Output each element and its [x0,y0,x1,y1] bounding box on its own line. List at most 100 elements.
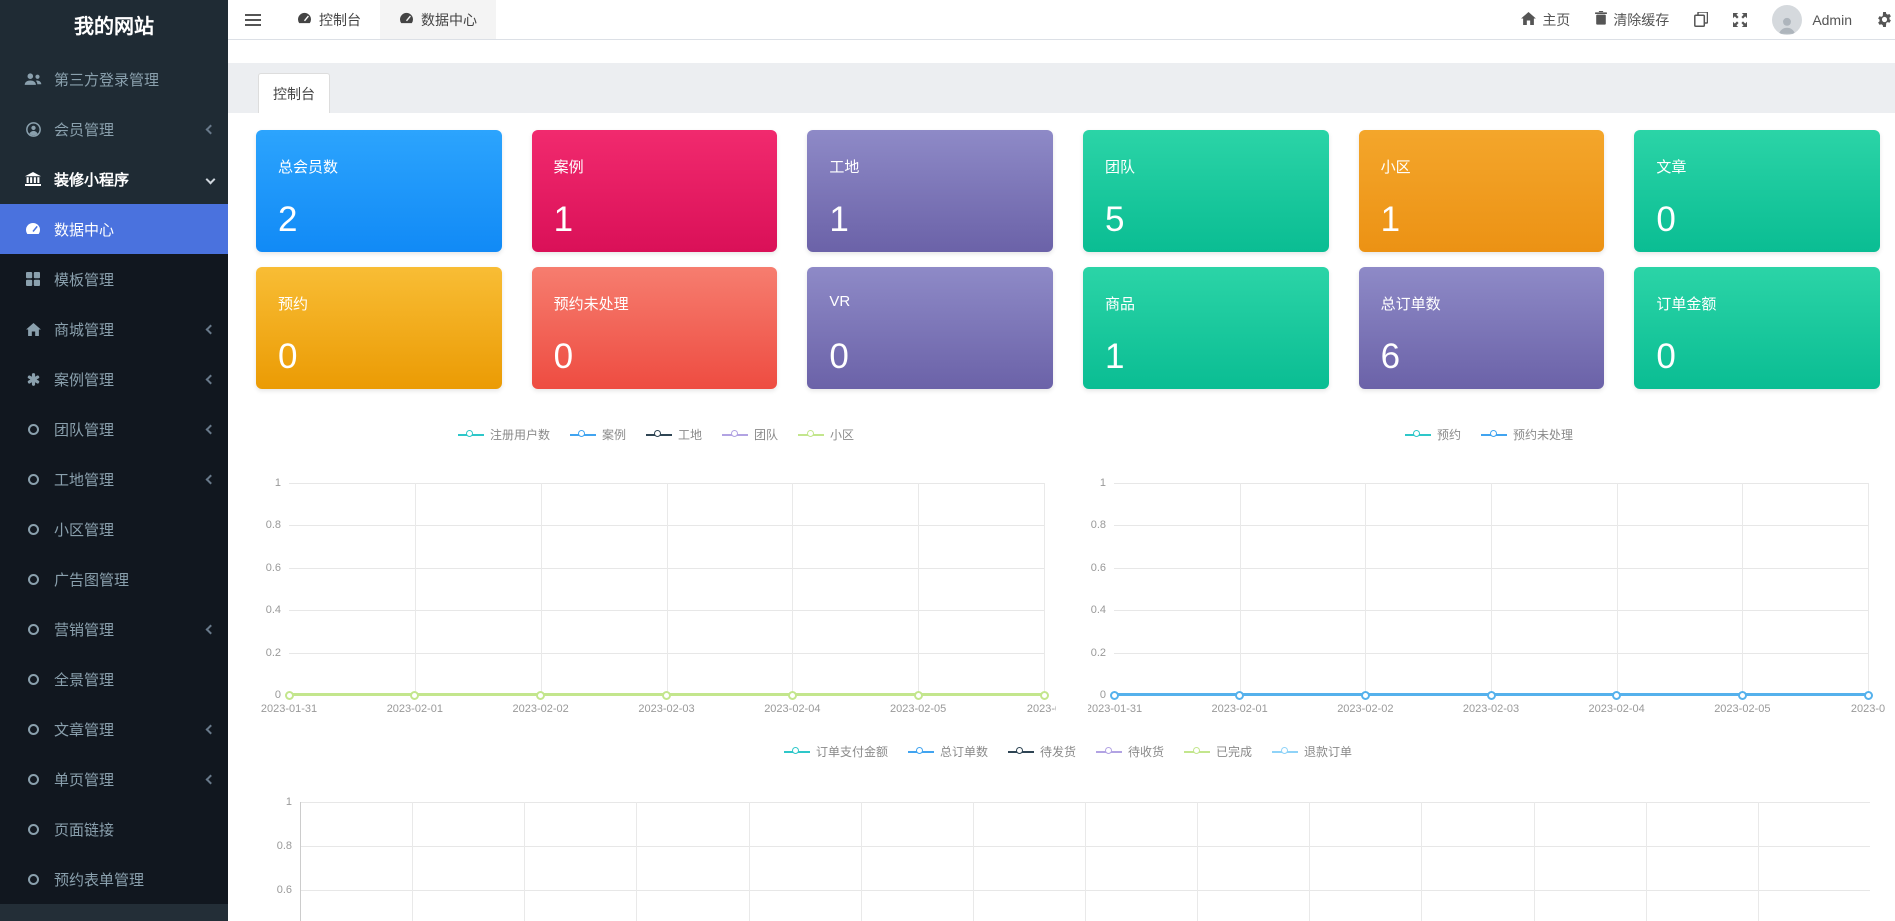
sidebar-item-third-party-login[interactable]: 第三方登录管理 [0,54,228,104]
data-point-marker [1737,691,1747,700]
gridline [414,483,416,695]
axis-tick-label: 2023-01-31 [260,703,318,715]
sidebar-item-booking-form-management[interactable]: 预约表单管理 [0,854,228,904]
content-tab-console[interactable]: 控制台 [258,73,330,113]
clear-cache-link[interactable]: 清除缓存 [1595,10,1669,30]
sidebar-item-team-management[interactable]: 团队管理 [0,404,228,454]
sidebar-item-page-links[interactable]: 页面链接 [0,804,228,854]
chevron-down-icon [205,174,216,184]
stat-card-5: 文章 0 [1634,130,1880,252]
legend-item[interactable]: 订单支付金额 [783,743,888,760]
home-link[interactable]: 主页 [1521,10,1570,30]
legend-item[interactable]: 预约未处理 [1481,426,1573,443]
gridline [1645,802,1647,921]
legend-item[interactable]: 团队 [722,426,778,443]
legend-item[interactable]: 总订单数 [907,743,988,760]
legend-marker-icon [722,430,748,439]
axis-tick-label: 2023-02-02 [1337,703,1394,715]
chevron-left-icon [205,474,216,484]
sidebar-toggle-button[interactable] [228,0,278,39]
legend-marker-icon [1007,747,1034,756]
sidebar-item-label: 第三方登录管理 [54,71,160,89]
chart-legend: 注册用户数 案例 工地 团队 小区 [256,426,1056,443]
axis-tick-label: 0 [1099,689,1106,701]
gridline [1533,802,1535,921]
sidebar-item-decoration-miniapp[interactable]: 装修小程序 [0,154,228,204]
sidebar-item-case-management[interactable]: 案例管理 [0,354,228,404]
gridline [1757,802,1759,921]
legend-label: 预约 [1436,428,1461,442]
sidebar-item-community-management[interactable]: 小区管理 [0,504,228,554]
sidebar-item-member-management[interactable]: 会员管理 [0,104,228,154]
axis-tick-label: 1 [285,796,292,808]
gridline [1044,483,1045,695]
topbar-tab-data-center[interactable]: 数据中心 [380,0,496,39]
chart-plot [300,802,1870,921]
stats-cards: 总会员数 2 案例 1 工地 1 团队 5 小区 1 文章 0 预约 0 预约未处理 0 VR 0 商品 1 总订单数 6… [256,130,1880,389]
sidebar-item-single-page-management[interactable]: 单页管理 [0,754,228,804]
legend-item[interactable]: 小区 [798,426,854,443]
sidebar-item-article-management[interactable]: 文章管理 [0,704,228,754]
axis-tick-label: 0.2 [265,646,281,659]
stat-card-10: 总订单数 6 [1358,267,1605,389]
stat-card-value: 1 [1105,337,1125,376]
topbar: 控制台 数据中心 主页 清除缓存 Adm [228,0,1895,40]
axis-tick-label: 2023-01-31 [1088,703,1143,715]
gear-icon[interactable] [1877,12,1892,27]
legend-item[interactable]: 退款订单 [1272,743,1352,760]
legend-label: 注册用户数 [489,428,550,442]
stat-card-label: 团队 [1105,159,1136,176]
fullscreen-icon[interactable] [1733,12,1748,27]
gridline [412,802,414,921]
stat-card-value: 0 [1656,337,1676,376]
axis-tick-label: 2023-02-04 [1588,703,1645,715]
legend-item[interactable]: 工地 [645,426,702,443]
legend-label: 团队 [754,428,779,442]
stat-card-label: 预约未处理 [553,296,629,313]
legend-label: 工地 [677,428,702,442]
legend-item[interactable]: 已完成 [1184,743,1252,760]
stat-card-7: 预约未处理 0 [531,267,778,389]
chevron-left-icon [205,624,216,634]
stat-card-label: 总订单数 [1380,296,1441,313]
axis-tick-label: 0.6 [1090,561,1106,574]
axis-tick-label: 2023-02-05 [1714,703,1771,715]
legend-item[interactable]: 案例 [569,426,626,443]
sidebar-item-site-management[interactable]: 工地管理 [0,454,228,504]
legend-item[interactable]: 待发货 [1007,743,1076,760]
stat-card-label: 预约 [278,296,309,313]
stat-card-label: 工地 [829,159,860,176]
topbar-tab-console[interactable]: 控制台 [278,0,380,39]
data-point-marker [536,691,546,700]
chart-legend: 预约 预约未处理 [1088,426,1890,443]
legend-item[interactable]: 预约 [1404,426,1461,443]
stat-card-label: 总会员数 [278,159,339,176]
grid-icon [22,272,44,286]
circle-icon [22,473,44,485]
circle-icon [22,523,44,535]
legend-marker-icon [1404,430,1431,439]
legend-item[interactable]: 待收货 [1096,743,1164,760]
stat-card-value: 0 [1656,200,1676,239]
circle-icon [22,823,44,835]
sidebar-item-template-management[interactable]: 模板管理 [0,254,228,304]
gridline [748,802,750,921]
topbar-tab-label: 控制台 [319,11,361,28]
copy-icon[interactable] [1694,12,1709,27]
user-menu[interactable]: Admin [1772,4,1852,35]
stat-card-9: 商品 1 [1083,267,1329,389]
legend-label: 待收货 [1128,745,1165,759]
home-icon [22,322,44,336]
legend-marker-icon [1272,747,1299,756]
data-point-marker [410,691,420,700]
stat-card-value: 2 [278,200,298,239]
legend-item[interactable]: 注册用户数 [457,426,550,443]
sidebar-item-marketing-management[interactable]: 营销管理 [0,604,228,654]
sidebar-item-panorama-management[interactable]: 全景管理 [0,654,228,704]
sidebar-item-data-center[interactable]: 数据中心 [0,204,228,254]
legend-label: 退款订单 [1304,745,1353,759]
sidebar-item-mall-management[interactable]: 商城管理 [0,304,228,354]
stat-card-label: 商品 [1105,296,1136,313]
sidebar-item-ad-image-management[interactable]: 广告图管理 [0,554,228,604]
